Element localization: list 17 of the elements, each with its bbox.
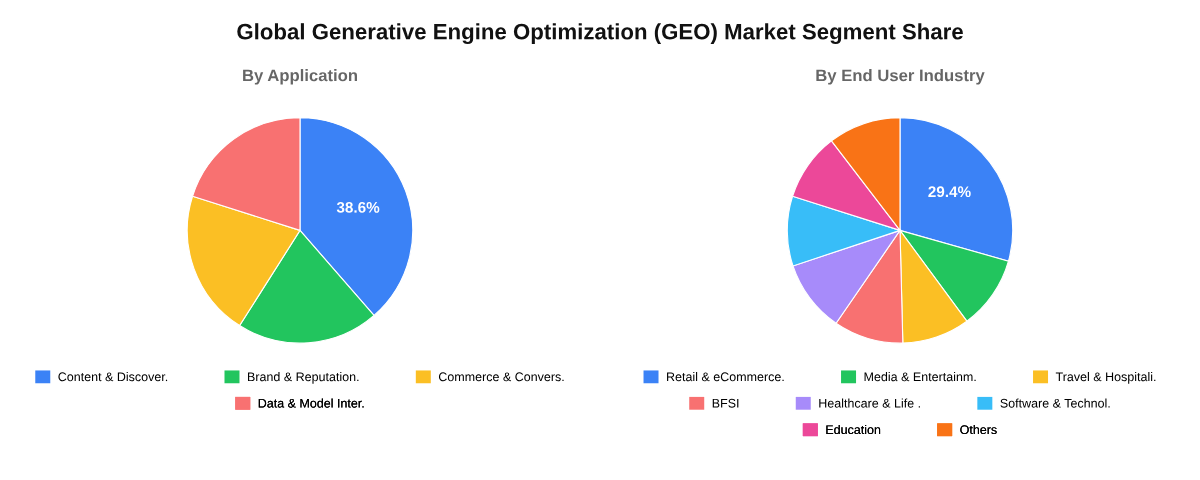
legend-label: Others <box>960 424 997 435</box>
data-label: 29.4% <box>928 186 971 198</box>
legend-label: BFSI <box>712 398 739 408</box>
legend-label: Healthcare & Life . <box>819 398 920 408</box>
chart-subtitle: By End User Industry <box>816 69 985 85</box>
legend-label: Travel & Hospitali. <box>1055 372 1156 384</box>
data-label: 38.6% <box>336 201 380 213</box>
legend-label: Content & Discover. <box>58 372 168 382</box>
legend-label: Education <box>826 424 881 435</box>
legend-label: Brand & Reputation. <box>248 372 359 384</box>
legend-label: Software & Technol. <box>1000 398 1110 408</box>
legend-label: Media & Entertainm. <box>864 372 976 382</box>
chart-subtitle: By Application <box>243 69 357 85</box>
legend-label: Retail & eCommerce. <box>667 372 784 382</box>
legend-label: Commerce & Convers. <box>438 372 564 382</box>
legend-label: Data & Model Inter. <box>258 398 364 408</box>
chart-title: Global Generative Engine Optimization (GEO) Market Segment Share <box>237 23 963 45</box>
